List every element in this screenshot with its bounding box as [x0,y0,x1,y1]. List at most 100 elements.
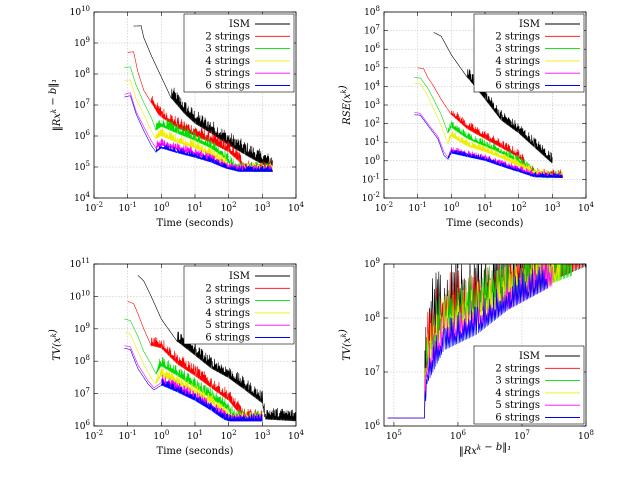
legend-box [183,265,295,345]
y-axis-label: TV(xk) [48,329,63,361]
series-line-ism [133,25,273,169]
y-tick-label: 109 [74,36,90,49]
y-tick-label: 1010 [70,289,90,302]
series-line-2-strings [127,301,263,422]
x-tick-label: 10-2 [85,201,103,214]
series-line-6-strings [124,348,263,422]
x-tick-label: 104 [288,429,304,442]
x-tick-label: 107 [514,429,530,442]
legend-label: 3 strings [495,44,540,55]
x-tick-label: 100 [443,201,459,214]
series-line-5-strings [124,345,263,422]
x-axis-label: Time (seconds) [447,218,524,229]
chart-panel-2: 10-2 10-1 100 101 102 103 104 10-2 10-1 100 101 102… [338,5,594,229]
series-group [124,274,296,422]
series-line-ism [137,274,296,422]
y-tick-label: 106 [364,419,380,432]
legend-label: 4 strings [205,308,250,319]
y-tick-label: 10-1 [362,172,380,185]
legend-box [183,13,295,93]
x-tick-label: 105 [386,429,402,442]
chart-panel-4: 105 106 107 108 106 107 108 109 ‖Rxk − b‖₁ TV(xk)… [338,257,594,457]
x-tick-label: 104 [578,201,594,214]
series-line-6-strings [124,95,273,172]
series-line-3-strings [414,77,563,178]
y-tick-label: 103 [364,98,380,111]
legend-label: 6 strings [205,81,250,92]
series-group [387,264,586,419]
y-tick-label: 1011 [70,257,90,270]
x-tick-label: 102 [511,201,527,214]
x-tick-label: 100 [153,429,169,442]
series-group [414,32,563,179]
x-tick-label: 10-1 [119,201,137,214]
legend-label: 6 strings [495,413,540,424]
legend-label: 5 strings [205,68,250,79]
legend-label: 4 strings [495,56,540,67]
plot-frame [383,263,587,427]
y-tick-label: 104 [74,191,90,204]
legend-label: ISM [519,19,540,30]
y-tick-label: 109 [364,257,380,270]
legend-box [473,345,585,425]
legend-label: 6 strings [205,333,250,344]
legend-label: 2 strings [495,363,540,374]
x-tick-label: 10-1 [119,429,137,442]
y-tick-label: 10-2 [362,191,380,204]
x-axis-label: ‖Rxk − b‖₁ [459,442,512,457]
y-tick-label: 1010 [70,5,90,18]
y-tick-label: 107 [364,365,380,378]
y-tick-label: 105 [74,160,90,173]
legend-label: 5 strings [205,320,250,331]
x-axis-label: Time (seconds) [157,218,234,229]
x-tick-label: 10-2 [85,429,103,442]
x-tick-label: 10-2 [375,201,393,214]
x-tick-label: 108 [578,429,594,442]
y-tick-label: 101 [364,135,380,148]
series-line-6-strings [414,114,563,179]
legend-label: 3 strings [205,296,250,307]
legend-label: 5 strings [495,400,540,411]
y-tick-label: 108 [364,311,380,324]
y-tick-label: 106 [364,42,380,55]
legend-label: 5 strings [495,68,540,79]
series-line-6-strings [387,266,548,419]
x-tick-label: 103 [254,201,270,214]
legend-label: ISM [229,271,250,282]
x-tick-label: 101 [477,201,493,214]
legend-label: 2 strings [205,283,250,294]
legend-label: ISM [229,19,250,30]
chart-panel-1: 10-2 10-1 100 101 102 103 104 104 105 106 107 108 10… [48,5,304,229]
y-tick-label: 107 [74,387,90,400]
legend-label: 2 strings [495,31,540,42]
y-axis-label: ‖Rxk − b‖₁ [48,79,63,132]
y-tick-label: 109 [74,322,90,335]
x-tick-label: 102 [221,201,237,214]
y-tick-label: 106 [74,419,90,432]
series-group [124,25,273,172]
y-tick-label: 108 [74,67,90,80]
x-tick-label: 100 [153,201,169,214]
y-tick-label: 107 [364,24,380,37]
y-tick-label: 106 [74,129,90,142]
x-tick-label: 102 [221,429,237,442]
x-tick-label: 103 [544,201,560,214]
y-tick-label: 100 [364,154,380,167]
y-tick-label: 108 [364,5,380,18]
x-tick-label: 101 [187,201,203,214]
x-tick-label: 106 [450,429,466,442]
x-tick-label: 103 [254,429,270,442]
legend-label: 2 strings [205,31,250,42]
x-axis-label: Time (seconds) [157,446,234,457]
y-axis-label: TV(xk) [338,329,353,361]
legend-label: 6 strings [495,81,540,92]
y-axis-label: RSE(xk) [338,85,353,125]
legend-label: ISM [519,351,540,362]
chart-panel-3: 10-2 10-1 100 101 102 103 104 106 107 108 109 1010 1… [48,257,304,457]
x-tick-label: 10-1 [409,201,427,214]
